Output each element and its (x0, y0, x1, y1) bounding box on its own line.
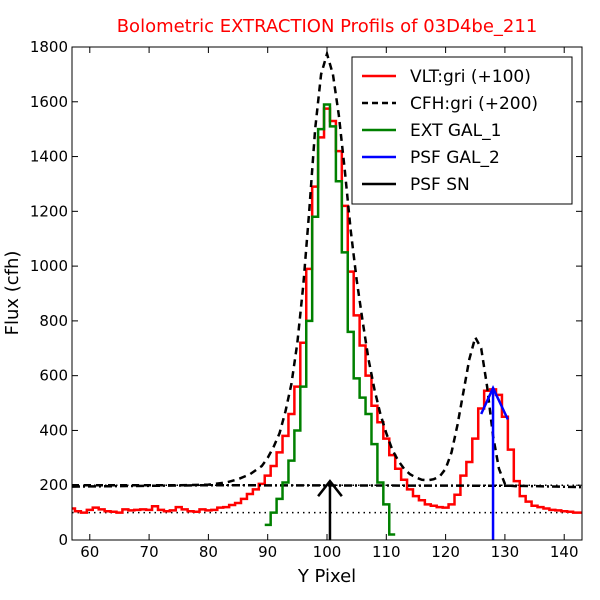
chart-title: Bolometric EXTRACTION Profils of 03D4be_… (117, 16, 538, 37)
y-tick-label: 0 (58, 531, 68, 549)
legend-label-vlt-gri-100: VLT:gri (+100) (410, 67, 531, 87)
axes: 60 70 80 90 100 110 120 130 14002004006008001000… (30, 38, 583, 561)
y-tick-label: 1000 (30, 257, 68, 275)
plot-area (72, 49, 582, 540)
y-tick-label: 400 (39, 421, 68, 439)
legend-label-psf-gal-2: PSF GAL_2 (410, 148, 500, 168)
y-tick-label: 1200 (30, 202, 68, 220)
y-tick-label: 200 (39, 476, 68, 494)
legend-label-psf-sn: PSF SN (410, 175, 470, 195)
series-line-baseline (72, 483, 582, 489)
x-tick-label: 130 (491, 543, 520, 561)
x-tick-label: 70 (140, 543, 159, 561)
legend-label-ext-gal-1: EXT GAL_1 (410, 121, 501, 141)
y-tick-label: 1600 (30, 93, 68, 111)
x-tick-label: 140 (550, 543, 579, 561)
series-line-cfh-gri-200 (72, 49, 517, 488)
x-tick-label: 100 (313, 543, 342, 561)
series-line-ext-gal-1 (264, 103, 396, 536)
x-tick-label: 80 (199, 543, 218, 561)
y-tick-label: 1800 (30, 38, 68, 56)
x-tick-label: 120 (431, 543, 460, 561)
series-line-psf-gal-2 (480, 385, 510, 421)
y-tick-label: 1400 (30, 148, 68, 166)
legend-label-cfh-gri-200: CFH:gri (+200) (410, 94, 538, 114)
x-tick-label: 110 (372, 543, 401, 561)
y-tick-label: 800 (39, 312, 68, 330)
y-tick-label: 600 (39, 367, 68, 385)
x-tick-label: 90 (258, 543, 277, 561)
x-tick-label: 60 (80, 543, 99, 561)
x-axis-label: Y Pixel (297, 566, 356, 587)
y-axis-label: Flux (cfh) (2, 251, 23, 336)
legend: VLT:gri (+100) CFH:gri (+200) EXT GAL_1 PSF… (351, 56, 573, 205)
